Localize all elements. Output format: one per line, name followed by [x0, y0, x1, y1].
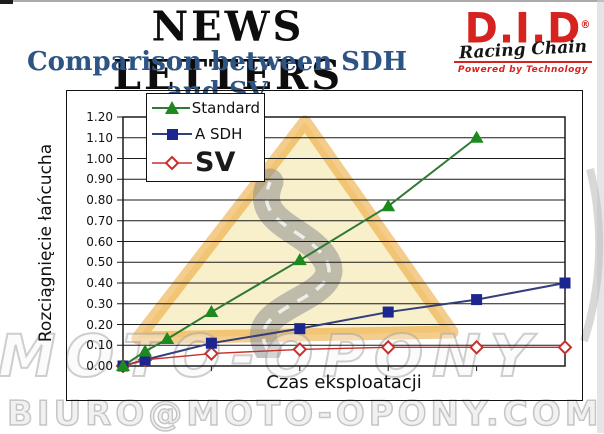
y-tick-label: 0.20 [86, 317, 113, 332]
legend-label-a-sdh: A SDH [195, 124, 243, 143]
chart-frame [66, 90, 583, 401]
y-tick-label: 0.40 [86, 276, 113, 290]
y-tick-label: 0.70 [86, 213, 113, 228]
legend-marker-sv-icon [152, 155, 192, 171]
y-tick-label: 1.10 [86, 130, 113, 145]
legend-marker-standard-icon [152, 101, 190, 114]
chart-legend: Standard A SDH SV [146, 93, 265, 182]
y-axis-title: Rozciągnięcie łańcucha [36, 143, 56, 343]
did-logo: D.I.D ® Racing Chain Powered by Technolog… [452, 4, 594, 75]
scan-top-line [0, 0, 604, 2]
did-brand-text: D.I.D ® [464, 4, 592, 54]
x-axis-title: Czas eksploatacji [266, 372, 422, 393]
plot-svg [115, 116, 573, 374]
y-tick-label: 0.60 [86, 234, 113, 249]
legend-label-standard: Standard [191, 99, 260, 117]
y-tick-label: 1.20 [86, 110, 113, 124]
page-title: NEWS LETTERS [112, 2, 344, 100]
y-tick-label: 0.10 [86, 338, 113, 353]
legend-marker-a-sdh-icon [152, 128, 192, 140]
y-tick-label: 1.00 [86, 151, 113, 166]
y-tick-label: 0.80 [86, 193, 113, 207]
legend-item-a-sdh: A SDH [151, 125, 260, 143]
legend-item-standard: Standard [151, 99, 260, 117]
did-red-rule [454, 61, 592, 63]
registered-mark-icon: ® [580, 19, 592, 32]
scan-corner-mark [0, 0, 13, 4]
y-tick-label: 0.00 [86, 359, 113, 373]
legend-item-sv: SV [151, 147, 260, 178]
y-tick-labels: 1.20 1.10 1.00 0.90 0.80 0.70 0.60 0.50 0.40 0.30… [79, 110, 113, 373]
y-tick-label: 0.50 [86, 255, 113, 270]
y-tick-label: 0.90 [86, 172, 113, 187]
y-tick-label: 0.30 [86, 296, 113, 311]
did-tagline: Powered by Technology [457, 65, 589, 75]
scan-right-band [597, 0, 604, 433]
legend-label-sv: SV [195, 147, 236, 178]
